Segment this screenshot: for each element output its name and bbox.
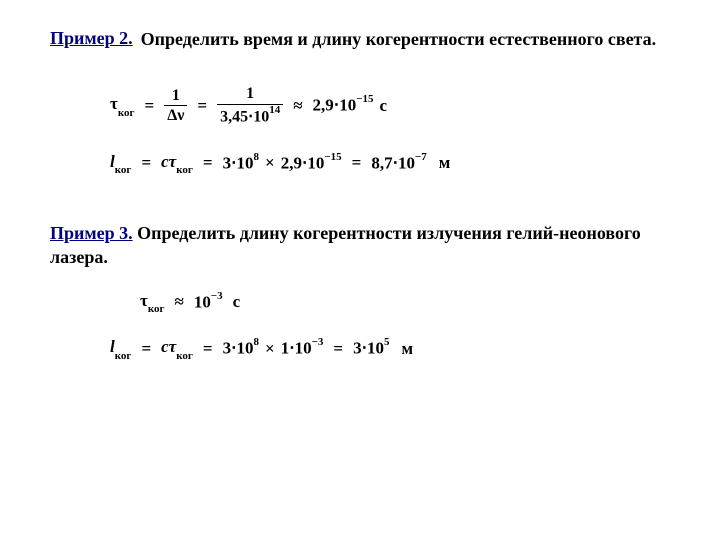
unit: м [401, 339, 413, 359]
term-1: 3⋅108 [223, 153, 259, 174]
result-2: 8,7⋅10−7 [371, 153, 426, 174]
tau-symbol: τког [110, 94, 135, 116]
example-2-formula-1: τког = 1 Δν = 1 3,45⋅1014 ≈ 2,9⋅10−15 с [110, 85, 670, 126]
equals-sign: = [145, 96, 155, 116]
example-2-formula-2: lког = сτког = 3⋅108 × 2,9⋅10−15 = 8,7⋅1… [110, 152, 670, 174]
equals-sign: = [333, 339, 343, 359]
example-2-header: Пример 2. Определить время и длину когер… [50, 28, 670, 51]
example-3-formula-1: τког ≈ 10−3 с [140, 291, 670, 313]
unit-1: с [379, 96, 387, 116]
term-1: 3⋅108 [223, 338, 259, 359]
fraction-2: 1 3,45⋅1014 [217, 85, 283, 126]
term-2: 1⋅10−3 [281, 338, 324, 359]
term-2: 2,9⋅10−15 [281, 153, 342, 174]
result: 3⋅105 [353, 338, 389, 359]
value: 10−3 [194, 292, 223, 313]
l-symbol: lког [110, 337, 131, 359]
times-sign: × [265, 153, 275, 173]
c-tau: сτког [161, 152, 193, 174]
equals-sign: = [141, 153, 151, 173]
example-2-text: Определить время и длину когерентности е… [141, 28, 656, 51]
fraction-1: 1 Δν [164, 87, 187, 125]
equals-sign: = [352, 153, 362, 173]
example-3: Пример 3. Определить длину когерентности… [50, 222, 670, 360]
example-3-text: Определить длину когерентности излучения… [50, 223, 641, 266]
unit: с [233, 292, 241, 312]
result-1: 2,9⋅10−15 [313, 95, 374, 116]
equals-sign: = [203, 153, 213, 173]
equals-sign: = [141, 339, 151, 359]
unit-2: м [439, 153, 451, 173]
approx-sign: ≈ [293, 96, 302, 116]
tau-symbol: τког [140, 291, 165, 313]
l-symbol: lког [110, 152, 131, 174]
example-3-label: Пример 3. [50, 223, 133, 243]
equals-sign: = [203, 339, 213, 359]
example-2-label: Пример 2. [50, 28, 133, 49]
c-tau: сτког [161, 337, 193, 359]
example-3-formula-2: lког = сτког = 3⋅108 × 1⋅10−3 = 3⋅105 м [110, 337, 670, 359]
times-sign: × [265, 339, 275, 359]
example-2: Пример 2. Определить время и длину когер… [50, 28, 670, 174]
approx-sign: ≈ [175, 292, 184, 312]
equals-sign: = [197, 96, 207, 116]
example-3-header: Пример 3. Определить длину когерентности… [50, 222, 670, 269]
